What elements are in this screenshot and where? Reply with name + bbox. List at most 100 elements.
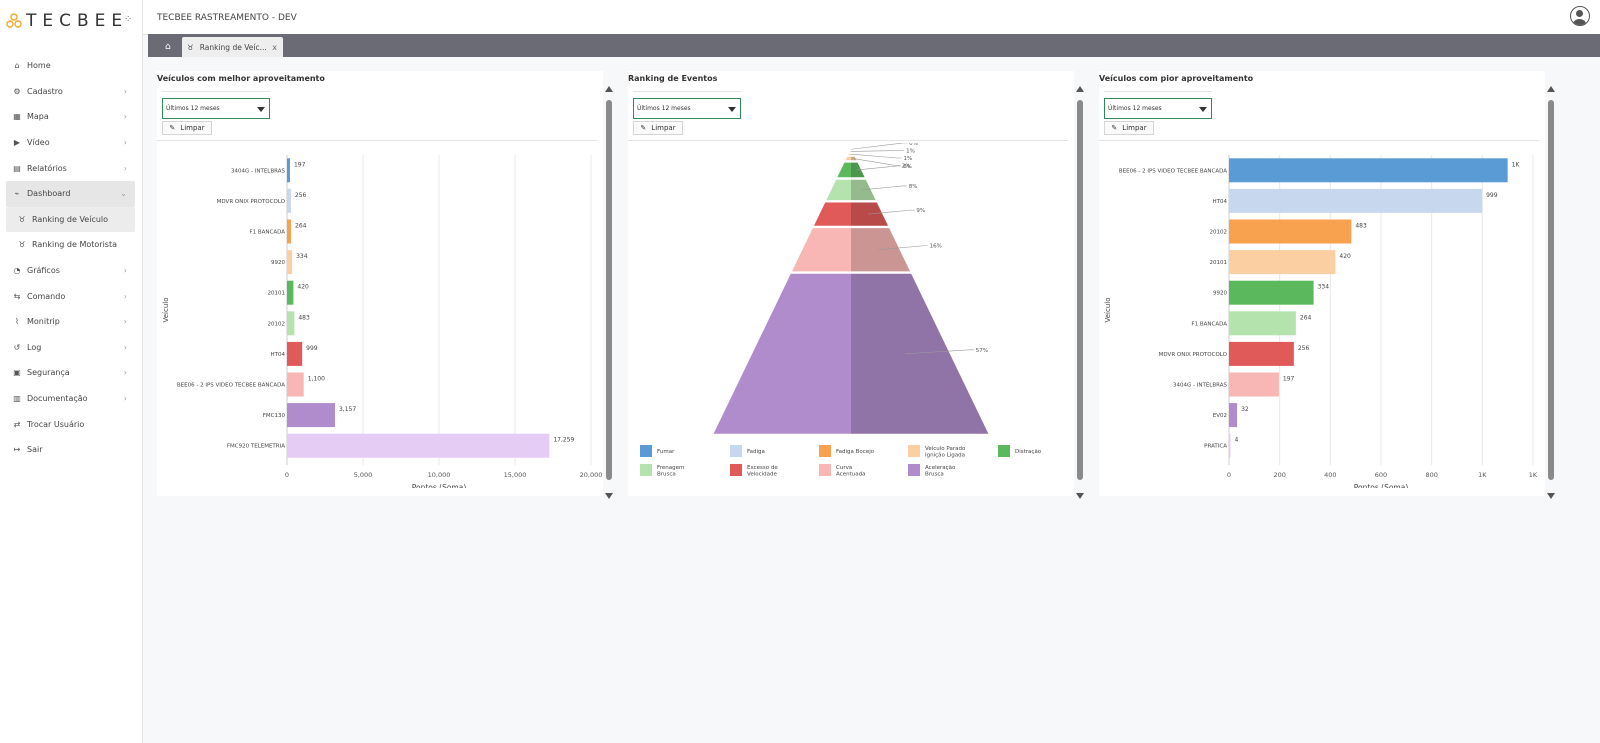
scroll-up-icon[interactable] <box>1547 86 1555 92</box>
clear-button[interactable]: ✎ Limpar <box>633 121 683 135</box>
pie-chart-icon: ◔ <box>13 266 21 276</box>
sidebar-item-log[interactable]: ↺ Log › <box>6 335 135 361</box>
data-label: 3,157 <box>339 406 356 413</box>
period-select[interactable]: Últimos 12 meses <box>1104 98 1212 119</box>
period-select[interactable]: Últimos 12 meses <box>162 98 270 119</box>
y-tick-label: MDVR ONIX PROTOCOLO <box>1159 352 1228 358</box>
bar <box>287 250 293 275</box>
bar <box>287 403 335 428</box>
bar <box>287 433 550 458</box>
swap-icon: ⇄ <box>13 419 21 429</box>
sidebar-item-relatorios[interactable]: ▤ Relatórios › <box>6 155 135 181</box>
panel-best-vehicles: Veículos com melhor aproveitamento Últim… <box>157 71 603 496</box>
divider <box>633 91 741 92</box>
bar <box>287 372 304 397</box>
pyramid-segment-left <box>826 179 851 201</box>
logout-icon: ↦ <box>13 445 21 455</box>
legend-swatch <box>819 464 831 476</box>
clear-button[interactable]: ✎ Limpar <box>162 121 212 135</box>
bar <box>1229 158 1508 183</box>
y-tick-label: F1 BANCADA <box>1191 321 1227 327</box>
bar <box>1229 188 1483 213</box>
sidebar-item-label: Gráficos <box>27 266 60 276</box>
pyramid-segment-left <box>845 156 851 161</box>
y-tick-label: 20101 <box>268 291 286 297</box>
y-tick-label: FMC130 <box>263 413 286 419</box>
scroll-down-icon[interactable] <box>1076 493 1084 499</box>
sidebar-item-dashboard[interactable]: ⌁ Dashboard ⌄ <box>6 180 135 207</box>
scrollbar[interactable] <box>1076 86 1086 499</box>
scroll-thumb[interactable] <box>1548 100 1554 480</box>
sidebar-item-comando[interactable]: ⇆ Comando › <box>6 283 135 309</box>
scroll-down-icon[interactable] <box>1547 493 1555 499</box>
caret-down-icon <box>1199 107 1207 112</box>
chevron-right-icon: › <box>123 266 127 276</box>
brush-icon: ✎ <box>1111 124 1118 132</box>
pyramid-segment-left <box>849 151 851 152</box>
scroll-thumb[interactable] <box>1077 100 1083 480</box>
bar <box>1229 433 1231 458</box>
data-label: 17,259 <box>553 437 574 444</box>
data-label: 999 <box>306 345 318 352</box>
pct-label: 9% <box>916 208 925 214</box>
top-header: TECBEE RASTREAMENTO - DEV <box>143 0 1600 35</box>
scroll-up-icon[interactable] <box>1076 86 1084 92</box>
scrollbar[interactable] <box>1547 86 1557 499</box>
data-label: 999 <box>1486 192 1498 199</box>
sidebar-item-documentacao[interactable]: ▥ Documentação › <box>6 386 135 412</box>
clear-label: Limpar <box>180 124 205 132</box>
sidebar-item-cadastro[interactable]: ⚙ Cadastro › <box>6 79 135 105</box>
map-icon: ▦ <box>13 112 21 122</box>
data-label: 256 <box>1298 345 1310 352</box>
sidebar-item-graficos[interactable]: ◔ Gráficos › <box>6 258 135 284</box>
data-label: 420 <box>297 284 309 291</box>
bar <box>1229 250 1336 275</box>
collapse-sidebar-icon[interactable]: ⁘ <box>124 14 133 25</box>
pyramid-segment-left <box>848 154 851 155</box>
tab-ranking-veiculo[interactable]: ♉ Ranking de Veíc... x <box>182 37 283 57</box>
sidebar-item-trocar-usuario[interactable]: ⇄ Trocar Usuário <box>6 411 135 437</box>
y-tick-label: 9920 <box>1213 291 1227 297</box>
leader-line <box>856 165 902 171</box>
line-chart-icon: ⌇ <box>15 317 19 327</box>
bee-logo-icon <box>6 13 22 28</box>
sidebar-item-seguranca[interactable]: ▣ Segurança › <box>6 360 135 386</box>
legend-label: Frenagem Brusca <box>657 465 684 478</box>
y-tick-label: MDVR ONIX PROTOCOLO <box>217 199 286 205</box>
x-tick-label: 0 <box>1227 471 1231 479</box>
scroll-thumb[interactable] <box>606 100 612 480</box>
chevron-right-icon: › <box>123 317 127 327</box>
scrollbar[interactable] <box>605 86 615 499</box>
data-label: 32 <box>1241 406 1249 413</box>
period-select[interactable]: Últimos 12 meses <box>633 98 741 119</box>
pct-label: 8% <box>909 184 918 190</box>
tab-close-icon[interactable]: x <box>272 42 277 52</box>
legend-swatch <box>998 445 1010 457</box>
pct-label: 6% <box>903 164 912 170</box>
sidebar-item-label: Home <box>27 61 51 71</box>
sidebar-item-mapa[interactable]: ▦ Mapa › <box>6 104 135 130</box>
scroll-down-icon[interactable] <box>605 493 613 499</box>
pyramid-segment-left <box>813 202 851 226</box>
sidebar-item-ranking-de-veiculo[interactable]: ♉ Ranking de Veículo <box>6 206 135 233</box>
x-tick-label: 600 <box>1375 471 1387 479</box>
sidebar-item-sair[interactable]: ↦ Sair <box>6 437 135 463</box>
sidebar-item-home[interactable]: ⌂ Home <box>6 53 135 79</box>
sidebar-item-ranking-de-motorista[interactable]: ♉ Ranking de Motorista <box>6 232 135 258</box>
sidebar-item-label: Ranking de Veículo <box>32 214 109 224</box>
clear-button[interactable]: ✎ Limpar <box>1104 121 1154 135</box>
logo[interactable]: TECBEE <box>6 10 128 32</box>
chevron-right-icon: › <box>123 291 127 301</box>
home-tab-icon[interactable]: ⌂ <box>165 42 171 52</box>
user-avatar-icon[interactable] <box>1570 6 1590 26</box>
dashboard-icon: ⌁ <box>14 189 20 199</box>
chevron-right-icon: › <box>123 112 127 122</box>
command-icon: ⇆ <box>13 291 21 301</box>
app-title: TECBEE RASTREAMENTO - DEV <box>157 13 297 23</box>
legend-swatch <box>908 464 920 476</box>
scroll-up-icon[interactable] <box>605 86 613 92</box>
sidebar-item-monitrip[interactable]: ⌇ Monitrip › <box>6 309 135 335</box>
leader-line <box>868 209 915 215</box>
report-icon: ▤ <box>13 163 21 173</box>
sidebar-item-video[interactable]: ▶ Vídeo › <box>6 130 135 156</box>
